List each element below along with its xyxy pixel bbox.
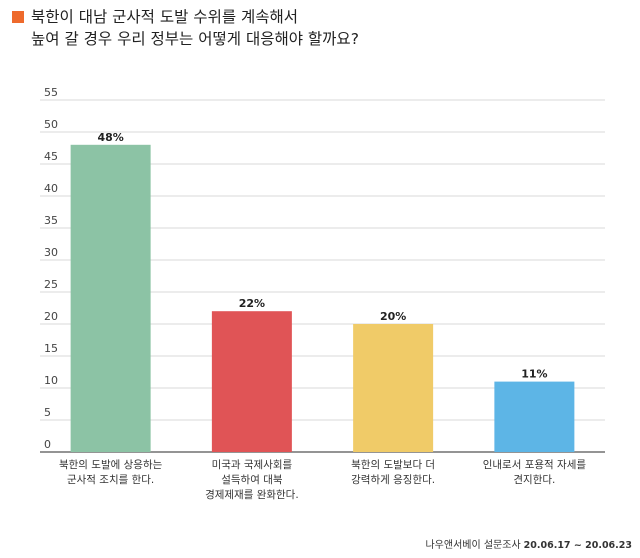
x-tick-label: 미국과 국제사회를 [212,459,293,471]
bar [353,324,434,452]
y-tick-label: 15 [44,342,58,355]
x-tick-label: 설득하여 대북 [221,473,283,486]
title-line-2: 높여 갈 경우 우리 정부는 어떻게 대응해야 할까요? [31,30,359,48]
chart-title: 북한이 대남 군사적 도발 수위를 계속해서 높여 갈 경우 우리 정부는 어떻… [12,6,632,50]
x-tick-label: 강력하게 응징한다. [351,473,435,486]
source-org: 나우앤서베이 설문조사 [425,540,521,551]
y-tick-label: 45 [44,150,58,163]
y-tick-label: 20 [44,310,58,323]
y-tick-label: 10 [44,374,58,387]
x-tick-label: 군사적 조치를 한다. [67,474,154,486]
y-tick-label: 0 [44,438,51,451]
y-tick-label: 50 [44,118,58,131]
x-tick-label: 견지한다. [513,474,555,486]
source-date: 20.06.17 ~ 20.06.23 [523,540,632,551]
y-tick-label: 25 [44,278,58,291]
title-line-1: 북한이 대남 군사적 도발 수위를 계속해서 [12,6,632,28]
data-label: 22% [239,297,265,310]
title-marker-icon [12,11,24,23]
x-tick-label: 인내로서 포용적 자세를 [483,459,587,471]
x-tick-label: 북한의 도발에 상응하는 [59,458,163,471]
y-tick-label: 35 [44,214,58,227]
data-labels: 48% 22% 20% 11% [97,131,547,381]
source-note: 나우앤서베이 설문조사 20.06.17 ~ 20.06.23 [425,536,632,551]
y-axis-ticks: 0 5 10 15 20 25 30 35 40 45 50 55 [44,86,58,451]
x-tick-label: 경제제재를 완화한다. [205,488,299,501]
data-label: 11% [521,368,547,381]
bar [494,381,575,452]
bar [211,311,292,452]
data-label: 48% [97,131,123,144]
y-tick-label: 40 [44,182,58,195]
y-tick-label: 55 [44,86,58,99]
y-tick-label: 5 [44,406,51,419]
data-label: 20% [380,310,406,323]
y-tick-label: 30 [44,246,58,259]
bars [70,144,575,453]
x-tick-label: 북한의 도발보다 더 [351,459,435,471]
title-line-1-text: 북한이 대남 군사적 도발 수위를 계속해서 [31,8,299,26]
bar [70,144,151,453]
